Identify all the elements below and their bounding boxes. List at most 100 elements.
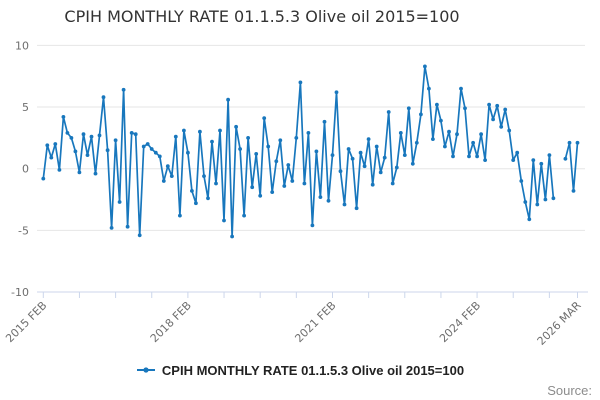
data-point-marker[interactable] [567,140,572,145]
data-point-marker[interactable] [346,147,351,151]
data-point-marker[interactable] [69,136,74,140]
data-point-marker[interactable] [302,181,307,186]
data-point-marker[interactable] [539,161,544,166]
data-point-marker[interactable] [314,149,319,154]
data-point-marker[interactable] [270,190,275,195]
data-point-marker[interactable] [178,213,182,218]
data-point-marker[interactable] [358,150,363,155]
data-point-marker[interactable] [57,168,62,172]
data-point-marker[interactable] [423,64,427,69]
data-point-marker[interactable] [121,87,126,92]
data-point-marker[interactable] [97,133,102,138]
data-point-marker[interactable] [202,174,206,179]
data-point-marker[interactable] [543,197,548,202]
data-point-marker[interactable] [157,154,162,159]
data-point-marker[interactable] [278,138,283,143]
data-point-marker[interactable] [455,132,459,137]
data-point-marker[interactable] [294,136,299,140]
data-point-marker[interactable] [250,185,255,190]
data-point-marker[interactable] [105,148,110,153]
data-point-marker[interactable] [503,107,508,112]
data-point-marker[interactable] [443,144,447,149]
data-point-marker[interactable] [153,150,158,155]
data-point-marker[interactable] [435,102,439,107]
data-point-marker[interactable] [214,181,218,186]
data-point-marker[interactable] [547,153,552,158]
data-point-marker[interactable] [145,142,150,146]
data-point-marker[interactable] [173,134,178,139]
data-point-marker[interactable] [117,200,122,204]
data-point-marker[interactable] [194,201,198,206]
data-point-marker[interactable] [234,124,239,129]
data-point-marker[interactable] [447,129,451,134]
data-point-marker[interactable] [483,158,487,163]
data-point-marker[interactable] [125,224,130,229]
data-point-marker[interactable] [374,144,379,149]
data-point-marker[interactable] [85,153,90,158]
data-point-marker[interactable] [274,159,279,164]
data-point-marker[interactable] [451,154,455,159]
data-point-marker[interactable] [382,155,387,160]
data-point-marker[interactable] [463,106,467,111]
data-point-marker[interactable] [491,117,495,122]
data-point-marker[interactable] [459,86,463,91]
data-point-marker[interactable] [523,200,528,204]
data-point-marker[interactable] [49,155,54,160]
data-point-marker[interactable] [390,181,395,186]
data-point-marker[interactable] [262,116,267,120]
data-point-marker[interactable] [246,136,251,140]
data-point-marker[interactable] [222,218,226,223]
data-point-marker[interactable] [81,132,86,137]
data-point-marker[interactable] [551,196,556,201]
data-point-marker[interactable] [334,90,339,95]
data-point-marker[interactable] [129,131,134,135]
data-point-marker[interactable] [113,138,118,143]
data-point-marker[interactable] [378,170,383,175]
data-point-marker[interactable] [410,161,415,166]
data-point-marker[interactable] [575,140,580,145]
data-point-marker[interactable] [310,223,315,228]
data-point-marker[interactable] [282,184,287,188]
data-point-marker[interactable] [230,234,235,239]
data-point-marker[interactable] [511,158,516,163]
data-point-marker[interactable] [238,147,243,151]
data-point-marker[interactable] [330,153,335,158]
data-point-marker[interactable] [563,156,568,161]
data-point-marker[interactable] [133,132,138,137]
data-point-marker[interactable] [298,80,303,85]
data-point-marker[interactable] [467,154,471,159]
data-point-marker[interactable] [45,143,50,148]
legend-item[interactable]: CPIH MONTHLY RATE 01.1.5.3 Olive oil 201… [0,361,600,379]
data-point-marker[interactable] [515,150,520,155]
data-point-marker[interactable] [535,202,540,207]
data-point-marker[interactable] [507,128,512,133]
data-point-marker[interactable] [198,129,202,134]
data-point-marker[interactable] [93,171,98,176]
data-point-marker[interactable] [531,158,536,163]
data-point-marker[interactable] [398,131,403,135]
data-point-marker[interactable] [226,97,231,102]
data-point-marker[interactable] [286,163,291,167]
data-point-marker[interactable] [258,193,263,198]
data-point-marker[interactable] [419,112,423,117]
data-point-marker[interactable] [471,140,475,145]
data-point-marker[interactable] [41,176,46,181]
data-point-marker[interactable] [386,110,391,114]
data-point-marker[interactable] [326,198,331,203]
data-point-marker[interactable] [290,179,295,183]
data-point-marker[interactable] [73,149,78,154]
data-point-marker[interactable] [354,206,359,211]
data-point-marker[interactable] [527,217,532,222]
data-point-marker[interactable] [495,103,500,108]
data-point-marker[interactable] [350,156,355,161]
data-point-marker[interactable] [499,124,504,129]
data-point-marker[interactable] [427,86,431,91]
data-point-marker[interactable] [487,102,491,107]
data-point-marker[interactable] [141,144,146,149]
data-point-marker[interactable] [89,134,94,139]
data-point-marker[interactable] [475,154,479,159]
data-point-marker[interactable] [519,179,524,183]
data-point-marker[interactable] [479,132,483,137]
data-point-marker[interactable] [431,137,435,142]
data-point-marker[interactable] [137,233,142,238]
